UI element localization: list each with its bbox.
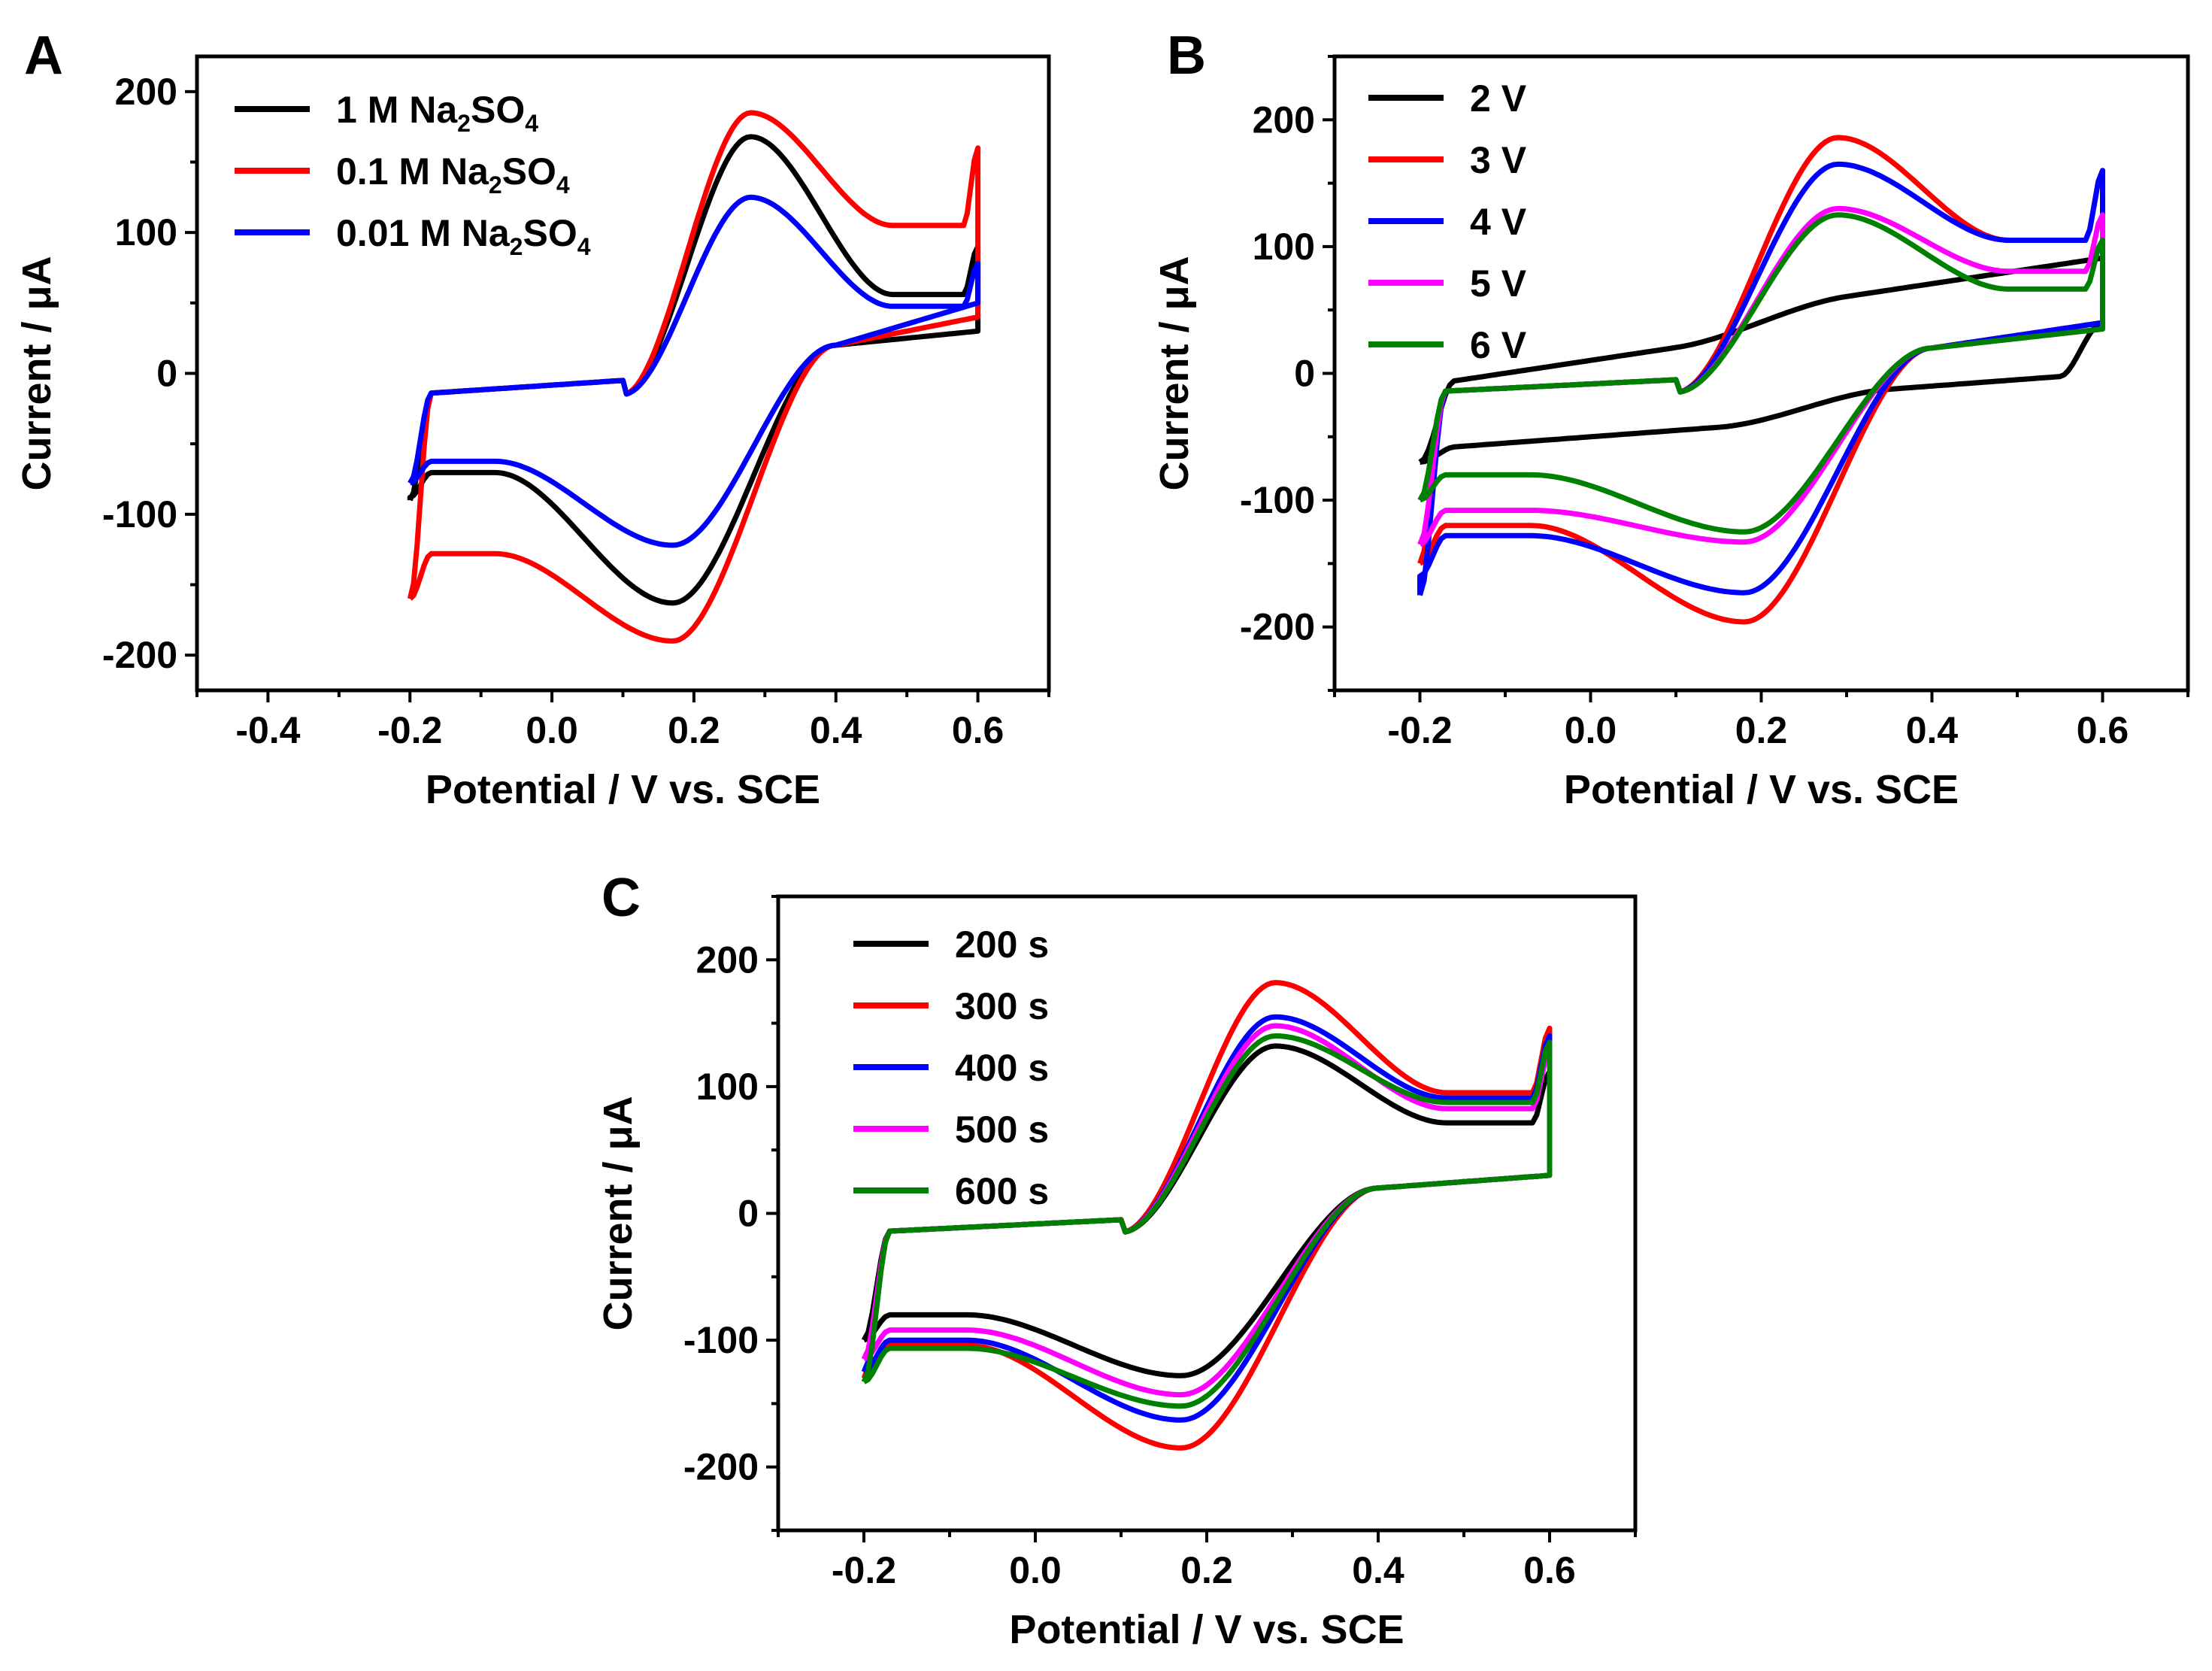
y-tick-label: -100	[1240, 479, 1315, 521]
curve-group	[1417, 135, 2105, 625]
y-axis-title: Current / μA	[1152, 256, 1197, 490]
legend-label: 400 s	[955, 1047, 1049, 1089]
y-tick-label: -200	[102, 634, 177, 676]
curve-group	[407, 110, 981, 644]
legend-label: 300 s	[955, 985, 1049, 1027]
legend-label: 2 V	[1470, 77, 1527, 120]
y-tick-label: 0	[1294, 353, 1315, 395]
cv-curve-600-s	[861, 1033, 1553, 1409]
y-tick-label: 200	[696, 939, 759, 981]
y-tick-label: 200	[1253, 99, 1315, 141]
curve-group	[861, 980, 1553, 1451]
x-tick-label: 0.4	[1352, 1549, 1404, 1591]
x-tick-label: 0.6	[1523, 1549, 1576, 1591]
legend: 200 s 300 s 400 s 500 s 600 s	[853, 923, 1049, 1212]
y-axis-title: Current / μA	[595, 1096, 641, 1330]
y-tick-label: -100	[102, 493, 177, 535]
y-axis-title: Current / μA	[14, 256, 59, 490]
y-tick-label: 0	[156, 353, 177, 395]
y-tick-label: 0	[738, 1193, 759, 1235]
x-tick-label: -0.2	[377, 709, 442, 751]
x-tick-label: 0.6	[2077, 709, 2129, 751]
x-axis-title: Potential / V vs. SCE	[426, 767, 820, 812]
panel-letter: C	[601, 868, 641, 928]
y-tick-label: 100	[696, 1066, 759, 1108]
panel-letter: A	[24, 26, 63, 86]
y-tick-label: -200	[683, 1446, 759, 1488]
x-axis-title: Potential / V vs. SCE	[1009, 1607, 1404, 1652]
legend: 2 V 3 V 4 V 5 V 6 V	[1368, 77, 1527, 366]
panel-a: A -0.4 -0.2 0.0 0.2 0.4 0.6 -200 -100 0 100 200 Pote…	[14, 26, 1051, 812]
x-axis-title: Potential / V vs. SCE	[1564, 767, 1959, 812]
legend-label: 4 V	[1470, 201, 1527, 243]
y-tick-label: 100	[1253, 226, 1315, 268]
x-tick-label: -0.4	[235, 709, 300, 751]
legend-label: 1 M Na2SO4	[336, 89, 538, 137]
panel-b: B -0.2 0.0 0.2 0.4 0.6 -200 -100 0 100 200 Potentia…	[1152, 26, 2190, 812]
axes-frame	[195, 54, 1051, 693]
y-tick-label: -200	[1240, 606, 1315, 648]
y-tick-label: -100	[683, 1319, 759, 1361]
legend-label: 0.01 M Na2SO4	[336, 212, 591, 260]
x-tick-label: 0.2	[668, 709, 720, 751]
x-tick-label: 0.4	[810, 709, 862, 751]
x-tick-label: 0.6	[952, 709, 1004, 751]
x-tick-label: 0.4	[1906, 709, 1959, 751]
legend-label: 500 s	[955, 1108, 1049, 1151]
x-tick-label: -0.2	[832, 1549, 896, 1591]
cv-curve-6-v	[1417, 212, 2105, 535]
legend: 1 M Na2SO4 0.1 M Na2SO4 0.01 M Na2SO4	[235, 89, 591, 260]
x-tick-label: -0.2	[1387, 709, 1452, 751]
legend-label: 0.1 M Na2SO4	[336, 150, 570, 199]
legend-label: 6 V	[1470, 324, 1527, 366]
legend-label: 200 s	[955, 923, 1049, 966]
y-tick-label: 200	[115, 71, 177, 113]
panel-letter: B	[1167, 26, 1206, 86]
legend-label: 5 V	[1470, 262, 1527, 305]
x-tick-label: 0.0	[1565, 709, 1617, 751]
y-tick-label: 100	[115, 211, 177, 253]
legend-label: 3 V	[1470, 139, 1527, 181]
x-tick-label: 0.2	[1180, 1549, 1233, 1591]
x-tick-label: 0.0	[1009, 1549, 1062, 1591]
x-tick-label: 0.0	[526, 709, 578, 751]
panel-c: C -0.2 0.0 0.2 0.4 0.6 -200 -100 0 100 200 Potentia…	[595, 868, 1638, 1652]
x-tick-label: 0.2	[1735, 709, 1788, 751]
axes-frame	[1332, 54, 2190, 693]
legend-label: 600 s	[955, 1170, 1049, 1212]
cv-curve-0.01-m-na2so4	[408, 194, 981, 548]
